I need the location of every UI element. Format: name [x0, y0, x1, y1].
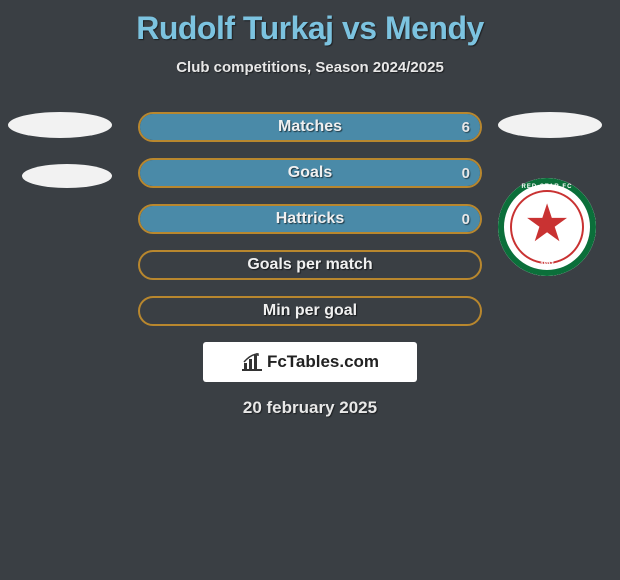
star-icon: ★: [524, 198, 571, 250]
stat-right-value: 6: [462, 112, 470, 142]
player1-country-placeholder: [22, 164, 112, 188]
player1-name: Rudolf Turkaj: [136, 10, 333, 46]
stat-label: Min per goal: [138, 296, 482, 326]
stat-row: Matches 6: [138, 112, 482, 142]
comparison-title: Rudolf Turkaj vs Mendy: [0, 0, 620, 47]
player2-badges: RED STAR FC ★ 1897: [498, 112, 608, 276]
branding-text: FcTables.com: [267, 352, 379, 372]
player2-name: Mendy: [385, 10, 484, 46]
club-founded-year: 1897: [540, 262, 553, 268]
player2-club-logo: RED STAR FC ★ 1897: [498, 178, 596, 276]
player1-club-placeholder: [8, 112, 112, 138]
bar-chart-icon: [241, 353, 263, 371]
player2-country-placeholder: [498, 112, 602, 138]
club-arc-text: RED STAR FC: [522, 184, 573, 190]
stat-label: Goals: [138, 158, 482, 188]
stat-row: Goals 0: [138, 158, 482, 188]
stat-row: Goals per match: [138, 250, 482, 280]
stat-right-value: 0: [462, 158, 470, 188]
stat-right-value: 0: [462, 204, 470, 234]
snapshot-date: 20 february 2025: [0, 398, 620, 418]
vs-label: vs: [342, 10, 377, 46]
stat-row: Hattricks 0: [138, 204, 482, 234]
stat-bars: Matches 6 Goals 0 Hattricks 0 Goals per …: [138, 112, 482, 326]
stat-label: Matches: [138, 112, 482, 142]
comparison-subtitle: Club competitions, Season 2024/2025: [0, 59, 620, 76]
stat-label: Hattricks: [138, 204, 482, 234]
branding-badge[interactable]: FcTables.com: [203, 342, 417, 382]
player1-badges: [8, 112, 118, 214]
stat-label: Goals per match: [138, 250, 482, 280]
comparison-content: RED STAR FC ★ 1897 Matches 6 Goals 0 Hat…: [0, 112, 620, 418]
stat-row: Min per goal: [138, 296, 482, 326]
